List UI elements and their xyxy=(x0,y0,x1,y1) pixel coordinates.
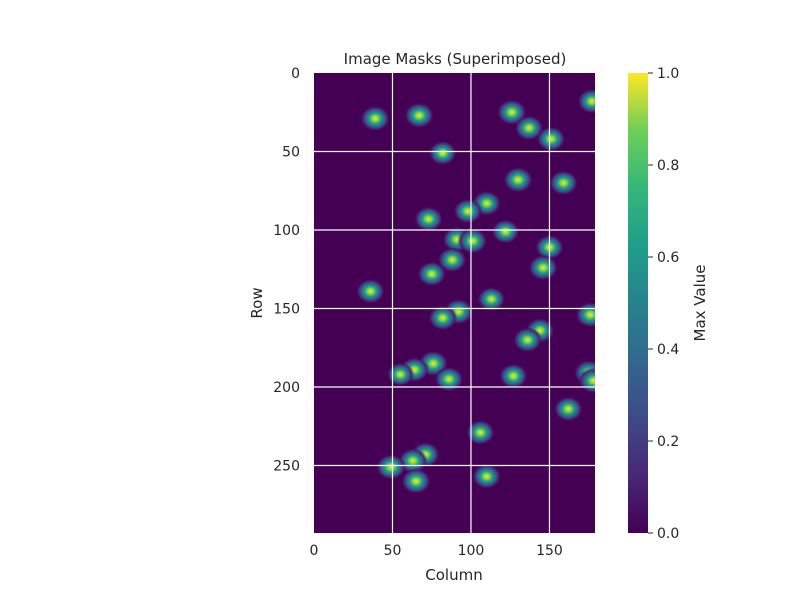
mask-blob-19 xyxy=(355,278,386,304)
mask-blob-12 xyxy=(491,219,520,244)
mask-blob-5 xyxy=(577,88,595,114)
mask-blob-33 xyxy=(553,396,583,422)
mask-blob-22 xyxy=(428,305,458,331)
y-axis: 0 50 100 150 200 250 xyxy=(273,66,300,474)
mask-blob-38 xyxy=(472,463,502,490)
y-tick-label-150: 150 xyxy=(273,301,300,317)
y-tick-label-100: 100 xyxy=(273,223,300,239)
mask-blob-17 xyxy=(528,254,559,281)
mask-blob-28 xyxy=(386,362,415,387)
grid-lines xyxy=(314,73,595,533)
y-tick-label-0: 0 xyxy=(291,66,300,82)
colorbar-tick-label-4: 0.8 xyxy=(657,158,679,174)
mask-blob-14 xyxy=(457,227,488,254)
x-tick-label-100: 100 xyxy=(458,543,485,559)
mask-blob-25 xyxy=(512,327,543,353)
mask-blob-3 xyxy=(514,115,544,141)
mask-blob-10 xyxy=(453,198,483,224)
colorbar-tick-label-0: 0.0 xyxy=(657,526,679,542)
mask-blob-37 xyxy=(375,454,406,481)
colorbar-tick-label-2: 0.4 xyxy=(657,342,679,358)
mask-blob-1 xyxy=(404,102,435,129)
x-tick-label-50: 50 xyxy=(384,543,402,559)
colorbar-tick-label-3: 0.6 xyxy=(657,250,679,266)
mask-blob-0 xyxy=(360,105,391,132)
y-tick-label-200: 200 xyxy=(273,380,300,396)
mask-blob-23 xyxy=(575,301,595,328)
blob-layer xyxy=(355,88,595,495)
x-axis: 0 50 100 150 xyxy=(310,543,563,559)
y-tick-label-250: 250 xyxy=(273,458,300,474)
colorbar-ticks: 0.0 0.2 0.4 0.6 0.8 1.0 xyxy=(648,66,679,542)
mask-blob-8 xyxy=(549,170,579,196)
x-axis-label: Column xyxy=(425,566,482,584)
x-tick-label-150: 150 xyxy=(536,543,563,559)
x-tick-label-0: 0 xyxy=(310,543,319,559)
y-tick-label-50: 50 xyxy=(282,144,300,160)
mask-blob-20 xyxy=(477,286,506,312)
mask-blob-30 xyxy=(498,363,528,389)
mask-blob-6 xyxy=(428,140,457,166)
mask-blob-11 xyxy=(414,206,444,232)
mask-blob-7 xyxy=(503,166,534,193)
mask-blob-32 xyxy=(578,367,595,394)
mask-blob-39 xyxy=(401,468,431,495)
colorbar-tick-label-5: 1.0 xyxy=(657,66,679,82)
colorbar-tick-label-1: 0.2 xyxy=(657,434,679,450)
colorbar xyxy=(628,73,648,533)
colorbar-label: Max Value xyxy=(691,265,709,342)
chart-title: Image Masks (Superimposed) xyxy=(344,50,567,68)
mask-blob-4 xyxy=(536,126,566,152)
y-axis-label: Row xyxy=(248,287,266,318)
mask-blob-16 xyxy=(437,247,467,273)
mask-blob-29 xyxy=(434,366,464,392)
mask-blob-18 xyxy=(417,261,447,287)
mask-blob-34 xyxy=(465,419,495,446)
